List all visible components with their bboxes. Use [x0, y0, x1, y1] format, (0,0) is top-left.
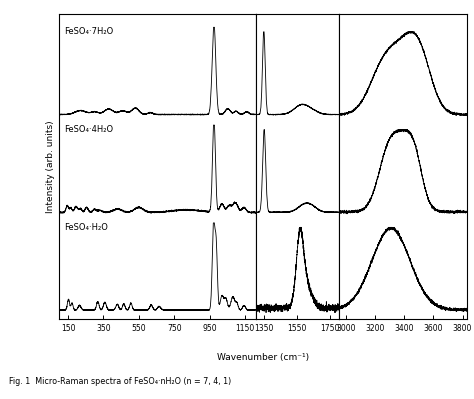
Text: FeSO₄·7H₂O: FeSO₄·7H₂O — [64, 27, 114, 36]
Text: FeSO₄·H₂O: FeSO₄·H₂O — [64, 223, 109, 232]
Y-axis label: Intensity (arb. units): Intensity (arb. units) — [46, 120, 55, 213]
Text: Wavenumber (cm⁻¹): Wavenumber (cm⁻¹) — [217, 353, 309, 362]
Text: FeSO₄·4H₂O: FeSO₄·4H₂O — [64, 125, 114, 134]
Text: Fig. 1  Micro-Raman spectra of FeSO₄·nH₂O (n = 7, 4, 1): Fig. 1 Micro-Raman spectra of FeSO₄·nH₂O… — [9, 377, 232, 386]
